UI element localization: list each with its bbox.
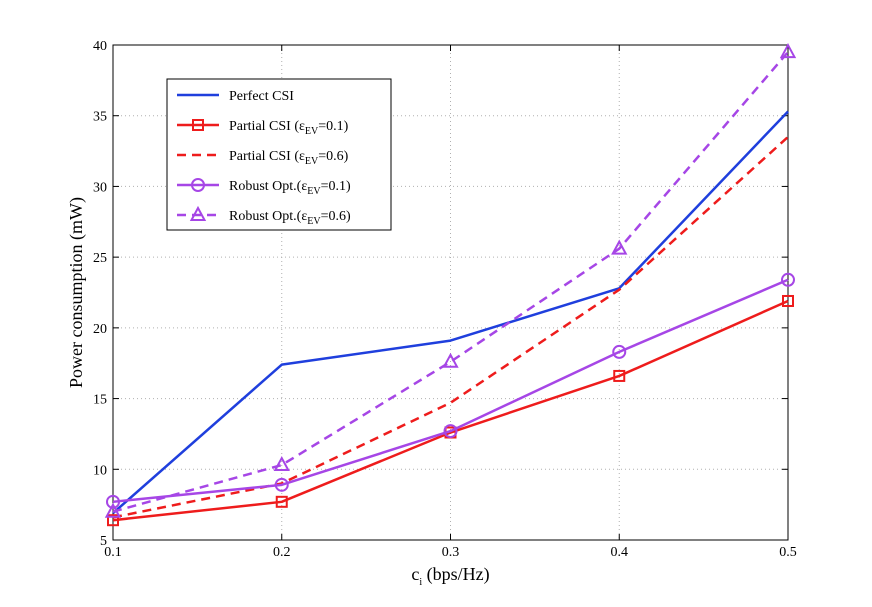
series-2 (112, 136, 789, 519)
x-tick-label: 0.5 (779, 545, 797, 560)
legend-item: Robust Opt.(εEV=0.6) (177, 205, 351, 227)
series-line (112, 278, 789, 504)
data-point (106, 494, 120, 509)
series-layer (104, 42, 797, 527)
legend-label: Robust Opt.(εEV=0.1) (229, 179, 351, 197)
y-tick-label: 10 (93, 463, 107, 478)
legend-marker (191, 178, 205, 192)
axis-ticks: 0.1 0.2 0.3 0.4 0.5 5 10 15 20 25 30 35 40 (93, 39, 797, 560)
y-axis-label: Power consumption (mW) (66, 197, 87, 388)
data-point (275, 495, 288, 508)
legend-item: Partial CSI (εEV=0.1) (177, 119, 349, 137)
series-line (112, 299, 789, 522)
legend-box (166, 78, 392, 231)
data-point (781, 272, 795, 287)
legend-label: Partial CSI (εEV=0.6) (229, 149, 349, 167)
x-tick-label: 0.4 (611, 545, 629, 560)
y-tick-label: 5 (100, 534, 107, 549)
x-tick-label: 0.1 (104, 545, 122, 560)
legend-marker (192, 119, 204, 131)
data-point (611, 239, 628, 255)
legend: Perfect CSI Partial CSI (εEV=0.1) Partial … (166, 78, 392, 231)
series-line (112, 51, 789, 513)
series-line (112, 136, 789, 519)
data-point (273, 455, 290, 472)
data-point (104, 502, 122, 518)
series-3 (106, 272, 795, 509)
x-axis-label: ci (bps/Hz) (411, 564, 489, 588)
legend-item: Perfect CSI (177, 89, 294, 104)
y-tick-label: 20 (93, 322, 107, 337)
x-tick-label: 0.3 (442, 545, 460, 560)
data-point (274, 477, 289, 492)
y-tick-label: 40 (93, 39, 107, 54)
y-tick-label: 30 (93, 180, 107, 195)
y-tick-label: 35 (93, 110, 107, 125)
legend-item: Partial CSI (εEV=0.6) (177, 149, 349, 167)
legend-marker (189, 205, 207, 221)
legend-label: Robust Opt.(εEV=0.6) (229, 209, 351, 227)
data-point (782, 294, 794, 307)
y-tick-label: 25 (93, 251, 107, 266)
legend-label: Partial CSI (εEV=0.1) (229, 119, 349, 137)
data-point (613, 369, 626, 382)
series-line (112, 110, 789, 515)
x-tick-label: 0.2 (273, 545, 291, 560)
data-point (612, 344, 627, 359)
legend-item: Robust Opt.(εEV=0.1) (177, 178, 351, 197)
data-point (442, 352, 459, 368)
data-point (443, 424, 458, 439)
series-0 (112, 110, 789, 515)
y-tick-label: 15 (93, 393, 107, 408)
series-4 (104, 42, 797, 518)
legend-label: Perfect CSI (229, 89, 294, 104)
data-point (779, 42, 797, 59)
data-point (107, 514, 119, 527)
